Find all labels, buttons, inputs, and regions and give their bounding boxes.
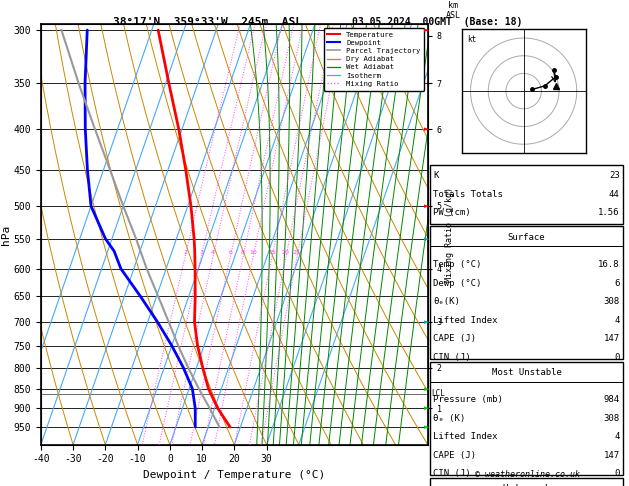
Text: 3: 3 (199, 250, 203, 255)
Text: ►: ► (423, 203, 429, 209)
Text: θₑ(K): θₑ(K) (433, 297, 460, 306)
Text: K: K (433, 172, 439, 180)
Text: 308: 308 (603, 297, 620, 306)
Text: Hodograph: Hodograph (503, 485, 550, 486)
Y-axis label: hPa: hPa (1, 225, 11, 244)
Text: Dewp (°C): Dewp (°C) (433, 279, 482, 288)
Text: ►: ► (423, 405, 429, 412)
Text: 8: 8 (241, 250, 245, 255)
Text: ►: ► (423, 126, 429, 132)
Legend: Temperature, Dewpoint, Parcel Trajectory, Dry Adiabat, Wet Adiabat, Isotherm, Mi: Temperature, Dewpoint, Parcel Trajectory… (324, 28, 424, 90)
Text: ►: ► (423, 424, 429, 430)
Text: 16.8: 16.8 (598, 260, 620, 269)
Text: Temp (°C): Temp (°C) (433, 260, 482, 269)
Text: 6: 6 (228, 250, 232, 255)
Text: PW (cm): PW (cm) (433, 208, 471, 217)
Text: 23: 23 (609, 172, 620, 180)
Text: CIN (J): CIN (J) (433, 469, 471, 478)
Text: 4: 4 (211, 250, 215, 255)
Text: 308: 308 (603, 414, 620, 423)
Text: Totals Totals: Totals Totals (433, 190, 503, 199)
Text: 6: 6 (614, 279, 620, 288)
Y-axis label: Mixing Ratio (g/kg): Mixing Ratio (g/kg) (445, 187, 454, 282)
Text: 4: 4 (614, 433, 620, 441)
Text: 10: 10 (249, 250, 257, 255)
Text: CAPE (J): CAPE (J) (433, 451, 476, 460)
Text: Surface: Surface (508, 233, 545, 242)
Text: 38°17'N  359°33'W  245m  ASL: 38°17'N 359°33'W 245m ASL (113, 17, 302, 27)
Text: © weatheronline.co.uk: © weatheronline.co.uk (475, 469, 579, 479)
Text: 0: 0 (614, 469, 620, 478)
Text: 44: 44 (609, 190, 620, 199)
Text: 0: 0 (614, 353, 620, 362)
Text: 4: 4 (614, 316, 620, 325)
Text: ►: ► (423, 27, 429, 33)
Text: Lifted Index: Lifted Index (433, 433, 498, 441)
Text: 03.05.2024  00GMT  (Base: 18): 03.05.2024 00GMT (Base: 18) (352, 17, 522, 27)
Text: Most Unstable: Most Unstable (491, 368, 562, 377)
Text: Pressure (mb): Pressure (mb) (433, 396, 503, 404)
Text: θₑ (K): θₑ (K) (433, 414, 465, 423)
X-axis label: Dewpoint / Temperature (°C): Dewpoint / Temperature (°C) (143, 470, 325, 480)
Text: 2: 2 (183, 250, 187, 255)
Text: 20: 20 (282, 250, 290, 255)
Text: CIN (J): CIN (J) (433, 353, 471, 362)
Text: ►: ► (423, 319, 429, 325)
Text: ►: ► (423, 386, 429, 392)
Text: CAPE (J): CAPE (J) (433, 334, 476, 343)
Text: km
ASL: km ASL (445, 0, 460, 20)
Text: 984: 984 (603, 396, 620, 404)
Text: 147: 147 (603, 451, 620, 460)
Text: LCL: LCL (431, 389, 445, 399)
Text: kt: kt (467, 35, 476, 44)
Text: 147: 147 (603, 334, 620, 343)
Text: ►: ► (423, 236, 429, 242)
Text: Lifted Index: Lifted Index (433, 316, 498, 325)
Text: 1.56: 1.56 (598, 208, 620, 217)
Text: 15: 15 (268, 250, 276, 255)
Text: 25: 25 (293, 250, 301, 255)
